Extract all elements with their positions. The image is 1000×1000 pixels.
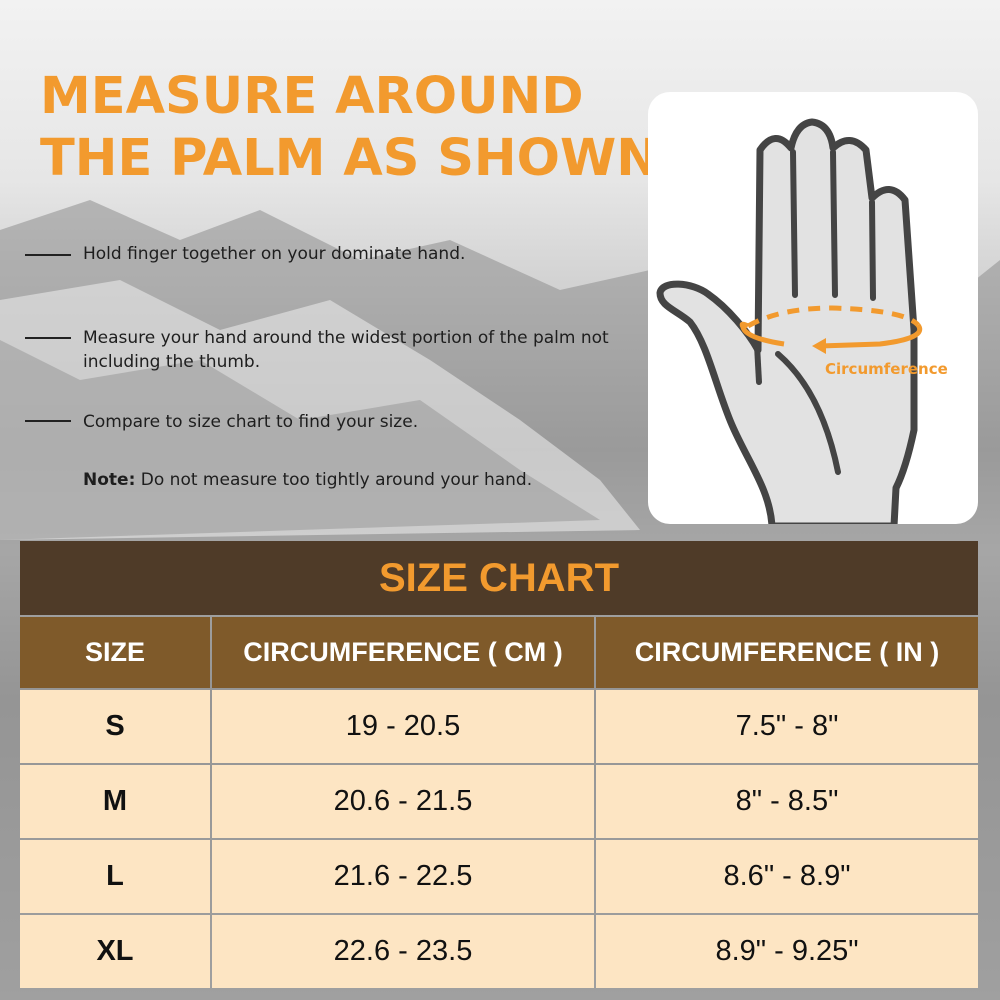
headline: MEASURE AROUND THE PALM AS SHOWN [40, 66, 659, 190]
note-label: Note: [83, 470, 136, 490]
circumference-label: Circumference [825, 360, 948, 378]
in-cell: 7.5" - 8" [596, 690, 978, 763]
instruction-2: Measure your hand around the widest port… [83, 328, 609, 372]
in-cell: 8.9" - 9.25" [596, 915, 978, 988]
cm-cell: 19 - 20.5 [212, 690, 594, 763]
headline-line-2: THE PALM AS SHOWN [40, 129, 659, 188]
in-cell: 8" - 8.5" [596, 765, 978, 838]
table-row: L 21.6 - 22.5 8.6" - 8.9" [20, 840, 978, 913]
instruction-3: Compare to size chart to find your size. [83, 412, 419, 432]
size-cell: XL [20, 915, 210, 988]
header-cm: CIRCUMFERENCE ( CM ) [212, 617, 594, 688]
in-cell: 8.6" - 8.9" [596, 840, 978, 913]
size-chart-title: SIZE CHART [20, 541, 978, 615]
table-row: XL 22.6 - 23.5 8.9" - 9.25" [20, 915, 978, 988]
cm-cell: 20.6 - 21.5 [212, 765, 594, 838]
size-cell: S [20, 690, 210, 763]
cm-cell: 22.6 - 23.5 [212, 915, 594, 988]
header-in: CIRCUMFERENCE ( IN ) [596, 617, 978, 688]
size-chart-table: SIZE CHART SIZE CIRCUMFERENCE ( CM ) CIR… [20, 541, 978, 988]
size-cell: L [20, 840, 210, 913]
hand-illustration-card: Circumference [648, 92, 978, 524]
bullet-dash [25, 337, 71, 339]
table-row: M 20.6 - 21.5 8" - 8.5" [20, 765, 978, 838]
note: Note: Do not measure too tightly around … [83, 468, 643, 492]
hand-icon [656, 118, 923, 524]
size-cell: M [20, 765, 210, 838]
bullet-dash [25, 254, 71, 256]
cm-cell: 21.6 - 22.5 [212, 840, 594, 913]
note-text: Do not measure too tightly around your h… [135, 470, 533, 490]
table-header-row: SIZE CIRCUMFERENCE ( CM ) CIRCUMFERENCE … [20, 617, 978, 688]
header-size: SIZE [20, 617, 210, 688]
table-row: S 19 - 20.5 7.5" - 8" [20, 690, 978, 763]
bullet-dash [25, 420, 71, 422]
headline-line-1: MEASURE AROUND [40, 67, 584, 126]
instruction-1: Hold finger together on your dominate ha… [83, 244, 466, 264]
